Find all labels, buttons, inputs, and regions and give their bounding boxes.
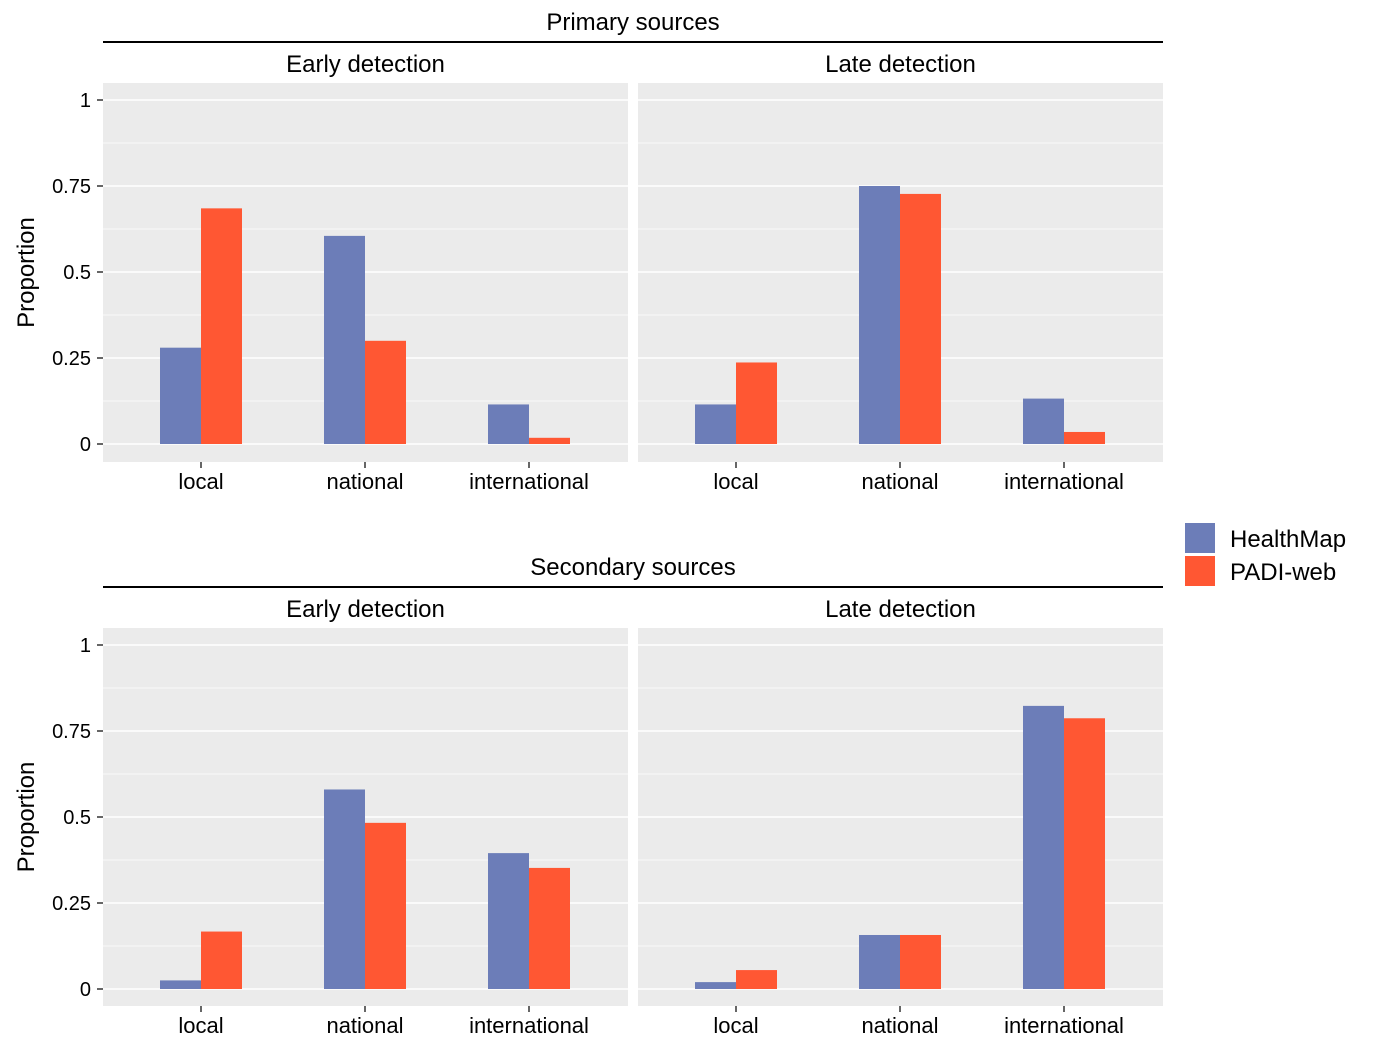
- bar-padi-web: [365, 822, 406, 989]
- y-tick-label: 0.75: [52, 176, 91, 198]
- bar-padi-web: [736, 362, 777, 444]
- group-title: Primary sources: [546, 9, 719, 36]
- y-tick-label: 0.25: [52, 348, 91, 370]
- facet-title: Early detection: [286, 51, 445, 78]
- y-tick-label: 1: [80, 90, 91, 112]
- x-tick-label: local: [178, 469, 223, 494]
- y-tick-label: 0.25: [52, 893, 91, 915]
- x-tick-label: local: [713, 1013, 758, 1038]
- x-tick-label: international: [469, 469, 589, 494]
- bar-padi-web: [201, 931, 242, 989]
- facet-title: Early detection: [286, 596, 445, 623]
- bar-healthmap: [859, 934, 900, 989]
- bar-padi-web: [365, 340, 406, 444]
- bar-healthmap: [160, 347, 201, 444]
- bar-padi-web: [1064, 718, 1105, 989]
- bar-healthmap: [324, 789, 365, 989]
- bar-padi-web: [529, 437, 570, 444]
- legend-label: PADI-web: [1230, 559, 1336, 586]
- x-tick-label: local: [178, 1013, 223, 1038]
- bar-healthmap: [1023, 705, 1064, 989]
- x-tick-label: international: [1004, 1013, 1124, 1038]
- x-tick-label: national: [861, 1013, 938, 1038]
- bar-padi-web: [736, 970, 777, 989]
- bar-padi-web: [1064, 431, 1105, 444]
- bar-padi-web: [529, 867, 570, 989]
- bar-padi-web: [900, 934, 941, 989]
- x-tick-label: international: [1004, 469, 1124, 494]
- bar-healthmap: [488, 853, 529, 989]
- x-tick-label: national: [326, 469, 403, 494]
- legend-swatch: [1185, 523, 1215, 553]
- y-tick-label: 0.75: [52, 721, 91, 743]
- y-tick-label: 0: [80, 434, 91, 456]
- bar-padi-web: [201, 208, 242, 444]
- facet-title: Late detection: [825, 51, 976, 78]
- y-tick-label: 0.5: [63, 807, 91, 829]
- bar-healthmap: [1023, 398, 1064, 444]
- bar-healthmap: [488, 404, 529, 444]
- bar-healthmap: [695, 982, 736, 989]
- group-title: Secondary sources: [530, 554, 735, 581]
- legend-label: HealthMap: [1230, 526, 1346, 553]
- facet-title: Late detection: [825, 596, 976, 623]
- y-axis-label: Proportion: [13, 762, 40, 873]
- y-tick-label: 1: [80, 635, 91, 657]
- x-tick-label: national: [861, 469, 938, 494]
- bar-healthmap: [695, 404, 736, 444]
- y-axis-label: Proportion: [13, 217, 40, 328]
- y-tick-label: 0: [80, 979, 91, 1001]
- x-tick-label: international: [469, 1013, 589, 1038]
- legend-swatch: [1185, 556, 1215, 586]
- bar-healthmap: [160, 980, 201, 989]
- y-tick-label: 0.5: [63, 262, 91, 284]
- x-tick-label: national: [326, 1013, 403, 1038]
- x-tick-label: local: [713, 469, 758, 494]
- bar-healthmap: [324, 235, 365, 444]
- bar-healthmap: [859, 186, 900, 444]
- bar-padi-web: [900, 193, 941, 444]
